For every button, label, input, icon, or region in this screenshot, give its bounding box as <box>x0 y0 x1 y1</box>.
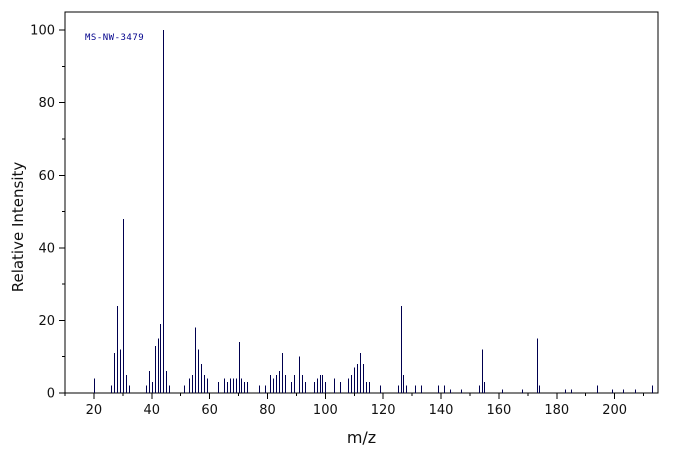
svg-text:40: 40 <box>144 403 161 418</box>
svg-text:60: 60 <box>38 169 55 184</box>
svg-text:20: 20 <box>86 403 103 418</box>
x-axis-ticks: 20 40 60 80 100 120 140 160 180 200 <box>64 393 645 418</box>
svg-text:60: 60 <box>201 403 218 418</box>
y-axis-ticks: 0 20 40 60 80 100 <box>30 24 65 402</box>
spectrum-peaks <box>94 30 653 393</box>
spectrum-id-label: MS-NW-3479 <box>85 33 145 43</box>
svg-text:180: 180 <box>544 403 569 418</box>
svg-text:40: 40 <box>38 241 55 256</box>
svg-text:0: 0 <box>47 387 55 402</box>
svg-text:140: 140 <box>429 403 454 418</box>
x-axis-label: m/z <box>346 428 377 447</box>
svg-text:160: 160 <box>486 403 511 418</box>
svg-text:20: 20 <box>38 314 55 329</box>
svg-text:200: 200 <box>602 403 627 418</box>
svg-text:80: 80 <box>38 96 55 111</box>
svg-text:80: 80 <box>259 403 276 418</box>
plot-frame <box>64 11 659 394</box>
y-axis-label: Relative Intensity <box>9 161 27 293</box>
svg-text:100: 100 <box>30 24 55 39</box>
svg-text:120: 120 <box>371 403 396 418</box>
svg-text:100: 100 <box>313 403 338 418</box>
